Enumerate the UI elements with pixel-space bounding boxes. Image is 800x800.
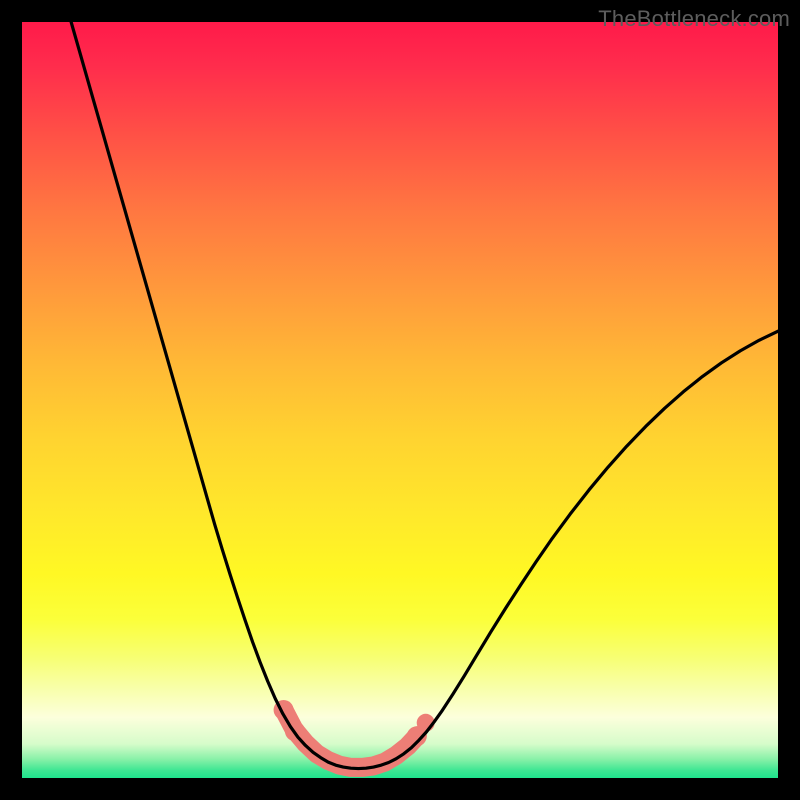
watermark-text: TheBottleneck.com bbox=[598, 6, 790, 32]
chart-svg bbox=[0, 0, 800, 800]
plot-background bbox=[22, 22, 778, 778]
chart-stage: TheBottleneck.com bbox=[0, 0, 800, 800]
